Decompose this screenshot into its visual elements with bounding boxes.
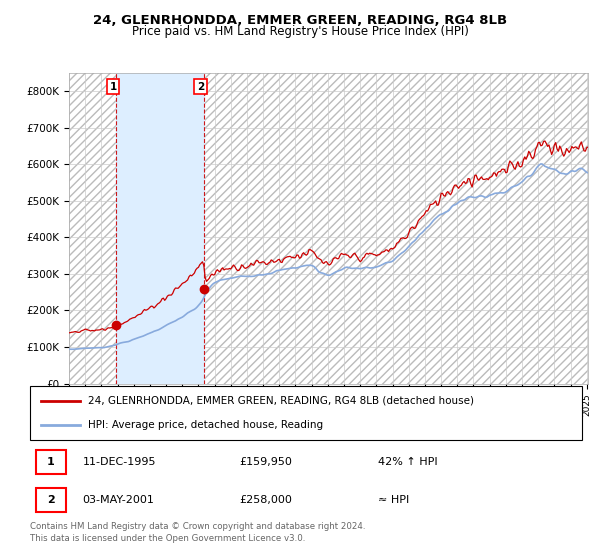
Text: Contains HM Land Registry data © Crown copyright and database right 2024.
This d: Contains HM Land Registry data © Crown c… xyxy=(30,522,365,543)
Text: 2: 2 xyxy=(47,495,55,505)
Text: 24, GLENRHONDDA, EMMER GREEN, READING, RG4 8LB (detached house): 24, GLENRHONDDA, EMMER GREEN, READING, R… xyxy=(88,396,474,406)
Text: £258,000: £258,000 xyxy=(240,495,293,505)
Bar xyxy=(69,73,116,384)
FancyBboxPatch shape xyxy=(35,450,66,474)
Text: Price paid vs. HM Land Registry's House Price Index (HPI): Price paid vs. HM Land Registry's House … xyxy=(131,25,469,38)
Bar xyxy=(204,73,588,384)
Text: 24, GLENRHONDDA, EMMER GREEN, READING, RG4 8LB: 24, GLENRHONDDA, EMMER GREEN, READING, R… xyxy=(93,14,507,27)
FancyBboxPatch shape xyxy=(30,386,582,440)
Text: 11-DEC-1995: 11-DEC-1995 xyxy=(82,457,156,467)
Bar xyxy=(204,73,588,384)
Text: 1: 1 xyxy=(109,82,116,92)
FancyBboxPatch shape xyxy=(35,488,66,512)
Bar xyxy=(69,73,116,384)
Text: ≈ HPI: ≈ HPI xyxy=(378,495,409,505)
Text: 42% ↑ HPI: 42% ↑ HPI xyxy=(378,457,437,467)
Text: 03-MAY-2001: 03-MAY-2001 xyxy=(82,495,154,505)
Text: £159,950: £159,950 xyxy=(240,457,293,467)
Text: HPI: Average price, detached house, Reading: HPI: Average price, detached house, Read… xyxy=(88,420,323,430)
Text: 1: 1 xyxy=(47,457,55,467)
Text: 2: 2 xyxy=(197,82,204,92)
Bar xyxy=(116,73,204,384)
